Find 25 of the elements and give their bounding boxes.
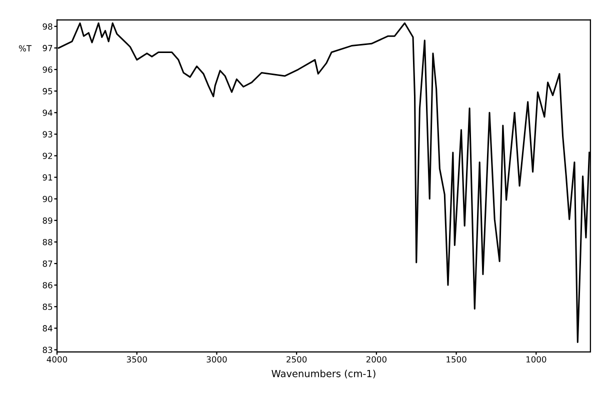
- y-tick-label: 94: [42, 110, 52, 116]
- y-tick-label: 89: [42, 217, 52, 224]
- y-tick-label: 95: [42, 88, 52, 94]
- y-tick-label: 87: [42, 260, 52, 267]
- y-tick-label: 92: [42, 152, 52, 160]
- y-tick-label: 88: [42, 238, 52, 246]
- y-tick-label: 90: [42, 196, 52, 202]
- x-tick-label: 3000: [206, 356, 227, 363]
- y-tick-label: 96: [42, 66, 52, 73]
- y-tick-label: 93: [42, 131, 52, 138]
- x-tick-label: 1000: [526, 356, 546, 363]
- x-axis-title: Wavenumbers (cm-1): [272, 370, 376, 378]
- y-axis-title: %T: [18, 45, 32, 52]
- y-tick-label: 86: [42, 282, 52, 288]
- x-tick-label: 1500: [446, 356, 466, 363]
- y-tick-label: 85: [42, 304, 52, 310]
- x-tick-label: 4000: [46, 356, 68, 363]
- y-tick-label: 84: [42, 325, 52, 332]
- x-tick-label: 2500: [286, 356, 307, 363]
- y-tick-label: 91: [42, 174, 52, 181]
- y-tick-label: 98: [42, 23, 52, 30]
- y-tick-label: 97: [42, 44, 52, 52]
- x-tick-label: 3500: [126, 356, 147, 363]
- x-tick-label: 2000: [366, 356, 386, 363]
- y-tick-label: 83: [42, 346, 52, 354]
